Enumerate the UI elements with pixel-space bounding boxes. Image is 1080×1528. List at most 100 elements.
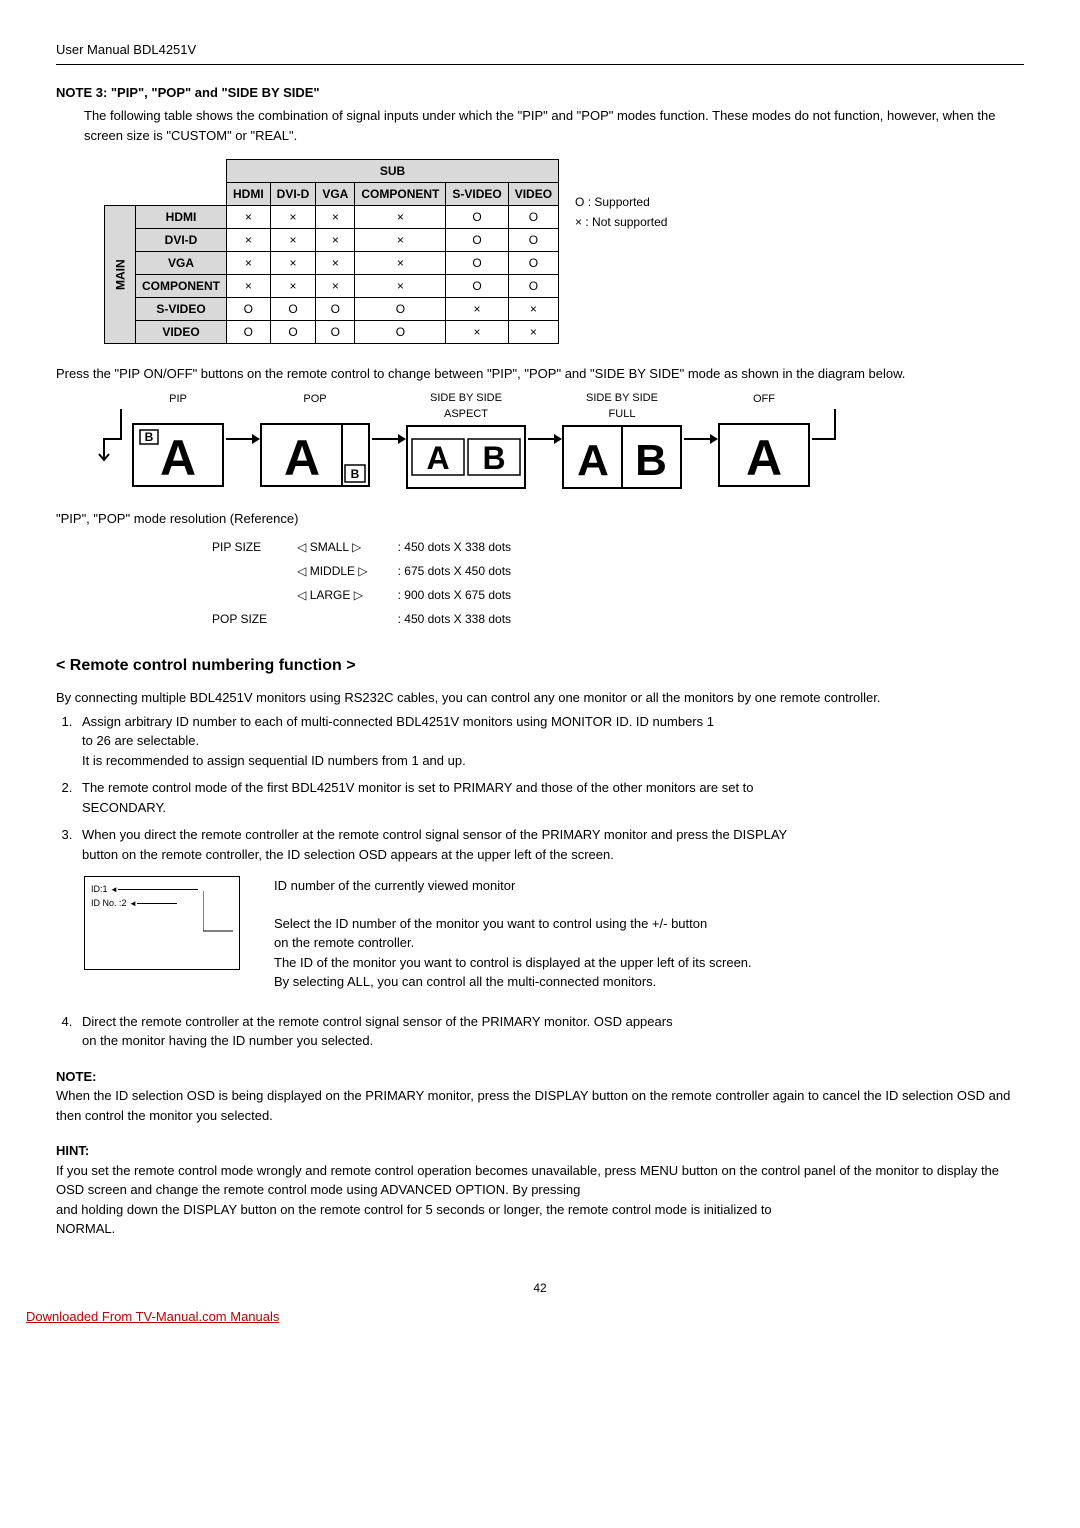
cell: O [355,298,446,321]
mode-pop: POP A B [260,391,370,487]
li-text: Assign arbitrary ID number to each of mu… [82,712,1024,732]
col-video: VIDEO [508,183,558,206]
li-text: Direct the remote controller at the remo… [82,1012,1024,1032]
col-component: COMPONENT [355,183,446,206]
cell: O [227,321,271,344]
cell: O [355,321,446,344]
cell: O [446,206,508,229]
cell: O [446,229,508,252]
li-text: It is recommended to assign sequential I… [82,751,1024,771]
col-vga: VGA [316,183,355,206]
cell: O [508,275,558,298]
footer-link[interactable]: Downloaded From TV-Manual.com Manuals [26,1307,1024,1327]
ref-lhs [198,560,281,582]
ref-row: ◁ MIDDLE ▷ : 675 dots X 450 dots [198,560,525,582]
ref-lhs: PIP SIZE [198,536,281,558]
note3-desc: The following table shows the combinatio… [84,106,1024,145]
cell: × [508,321,558,344]
cell: × [270,275,316,298]
sbs-aspect-icon: A B [408,427,524,487]
numbered-list: Assign arbitrary ID number to each of mu… [76,712,1024,865]
svg-text:B: B [635,436,667,485]
legend-not-supported: × : Not supported [575,213,667,231]
svg-text:A: A [577,436,609,485]
svg-text:B: B [482,440,505,476]
cell: × [316,229,355,252]
col-dvid: DVI-D [270,183,316,206]
mode-pip: PIP A B [132,391,224,487]
ref-rhs: : 675 dots X 450 dots [384,560,525,582]
press-text: Press the "PIP ON/OFF" buttons on the re… [56,364,1024,384]
mode-label: SIDE BY SIDE ASPECT [430,390,502,423]
hint-text1: If you set the remote control mode wrong… [56,1161,1024,1200]
compat-table: SUB HDMI DVI-D VGA COMPONENT S-VIDEO VID… [104,159,559,344]
cell: O [270,321,316,344]
hint-text3: NORMAL. [56,1219,1024,1239]
arrow-icon [370,429,406,449]
cell: O [227,298,271,321]
off-icon: A [720,425,808,485]
col-svideo: S-VIDEO [446,183,508,206]
cell: O [508,252,558,275]
mode-label: PIP [169,391,187,421]
cell: × [446,298,508,321]
cell: × [227,252,271,275]
cell: × [227,275,271,298]
osd-illustration: ID:1 ◄ ID No. :2 ◄ ID number of the curr… [84,876,1024,998]
cell: × [227,206,271,229]
cell: O [446,252,508,275]
cell: × [508,298,558,321]
legend-supported: O : Supported [575,193,667,211]
main-header: MAIN [105,206,136,344]
ref-lhs [198,584,281,606]
cell: O [316,321,355,344]
svg-text:A: A [284,430,320,485]
row-svideo: S-VIDEO [136,298,227,321]
ref-rhs: : 450 dots X 338 dots [384,608,525,630]
cell: × [355,229,446,252]
svg-text:A: A [160,430,196,485]
col-hdmi: HDMI [227,183,271,206]
li-text: on the monitor having the ID number you … [82,1031,1024,1051]
row-vga: VGA [136,252,227,275]
header-text: User Manual BDL4251V [56,42,196,57]
page-number: 42 [56,1279,1024,1297]
mode-diagram: PIP A B POP A B SIDE BY SIDE ASPECT [96,390,1024,489]
list-item: The remote control mode of the first BDL… [76,778,1024,817]
svg-text:A: A [426,440,449,476]
ref-mid: ◁ LARGE ▷ [283,584,381,606]
osd-desc2b: on the remote controller. [274,935,414,950]
arrow-icon [810,404,846,474]
note3-block: NOTE 3: "PIP", "POP" and "SIDE BY SIDE" … [56,83,1024,146]
hint-label: HINT: [56,1141,1024,1161]
mode-label: OFF [753,391,775,421]
hint-text2: and holding down the DISPLAY button on t… [56,1200,1024,1220]
row-component: COMPONENT [136,275,227,298]
cell: × [316,252,355,275]
ref-row: PIP SIZE ◁ SMALL ▷ : 450 dots X 338 dots [198,536,525,558]
cell: × [270,229,316,252]
li-text: When you direct the remote controller at… [82,825,1024,845]
mode-label: SIDE BY SIDE FULL [586,390,658,423]
row-video: VIDEO [136,321,227,344]
page-header: User Manual BDL4251V [56,40,1024,65]
osd-desc1: ID number of the currently viewed monito… [274,876,752,896]
li-text: SECONDARY. [82,798,1024,818]
osd-leader-icon [203,891,243,951]
sbs-full-icon: A B [564,427,680,487]
ref-rhs: : 900 dots X 675 dots [384,584,525,606]
cell: × [355,275,446,298]
ref-lhs: POP SIZE [198,608,281,630]
cell: × [270,252,316,275]
cell: O [508,229,558,252]
arrow-icon [682,429,718,449]
cell: O [316,298,355,321]
cell: × [355,206,446,229]
list-item: Assign arbitrary ID number to each of mu… [76,712,1024,771]
note-label: NOTE: [56,1067,1024,1087]
arrow-icon [224,429,260,449]
cell: O [446,275,508,298]
cell: × [446,321,508,344]
ref-row: ◁ LARGE ▷ : 900 dots X 675 dots [198,584,525,606]
cell: × [316,206,355,229]
